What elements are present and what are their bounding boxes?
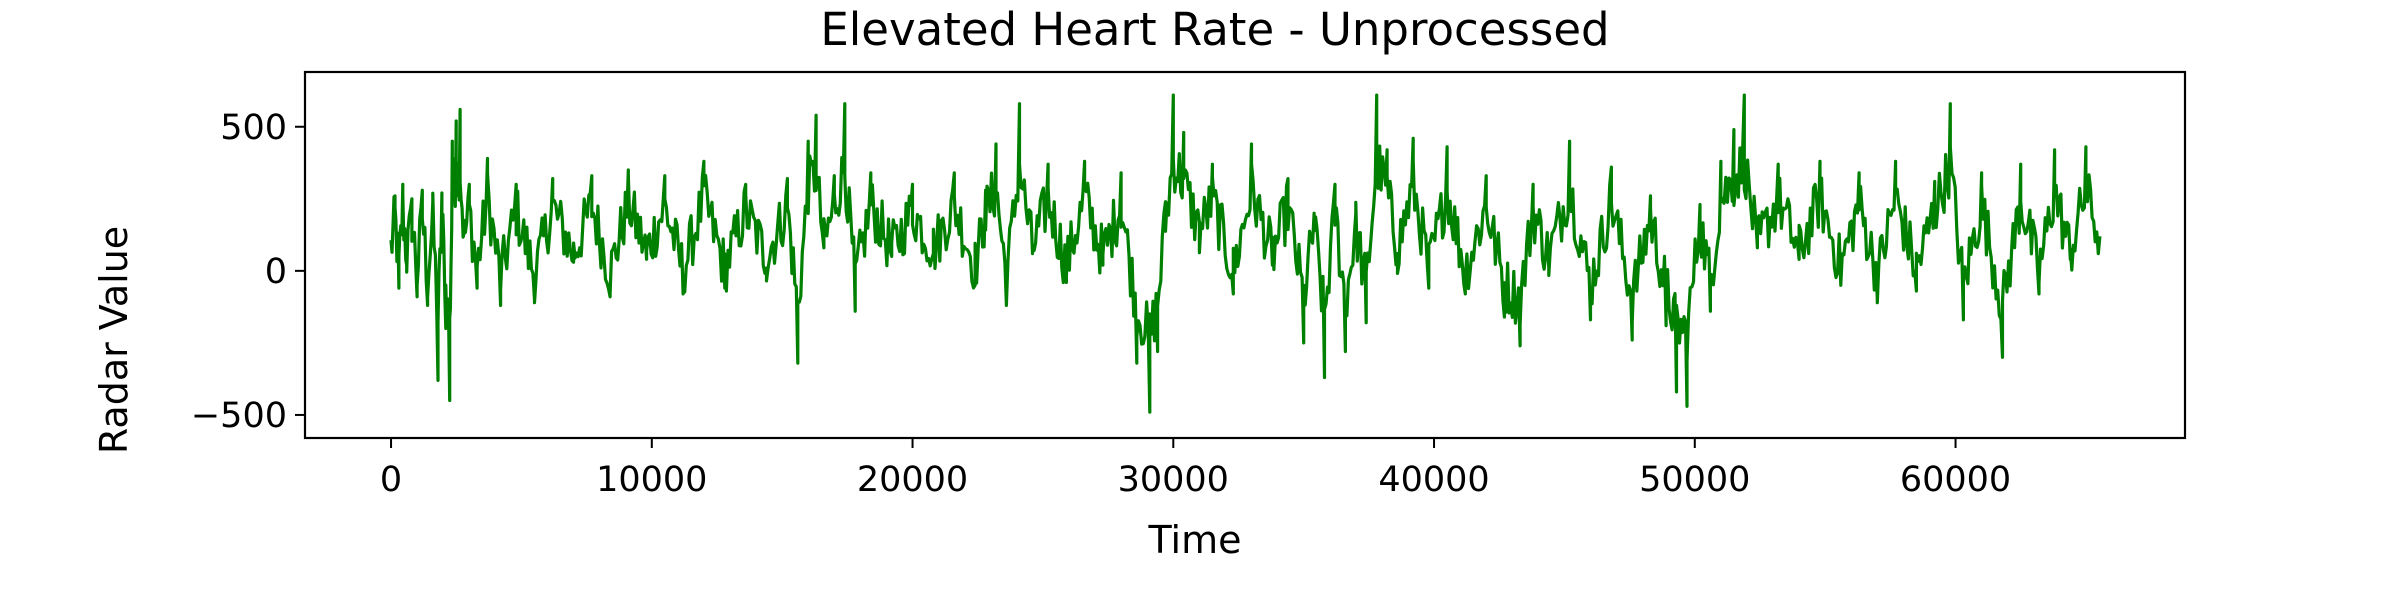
x-tick-label: 60000 [1900, 460, 2011, 500]
x-tick-label: 0 [380, 460, 402, 500]
y-tick-label: 500 [220, 108, 287, 148]
plot-area [303, 70, 2187, 440]
y-tick-label: 0 [265, 252, 287, 292]
y-axis-label: Radar Value [92, 226, 136, 454]
series-line-0 [389, 93, 2102, 414]
x-tick-label: 10000 [596, 460, 707, 500]
chart-title: Elevated Heart Rate - Unprocessed [820, 3, 1609, 56]
x-tick-label: 20000 [857, 460, 968, 500]
x-tick-label: 30000 [1118, 460, 1229, 500]
x-tick-label: 40000 [1378, 460, 1489, 500]
y-axis: −500 0 500 [191, 108, 305, 436]
x-tick-label: 50000 [1639, 460, 1750, 500]
plot-frame [303, 70, 2187, 440]
y-tick-label: −500 [191, 396, 287, 436]
x-axis-label: Time [1148, 518, 1242, 562]
x-axis: 0 10000 20000 30000 40000 50000 60000 [380, 438, 2011, 500]
